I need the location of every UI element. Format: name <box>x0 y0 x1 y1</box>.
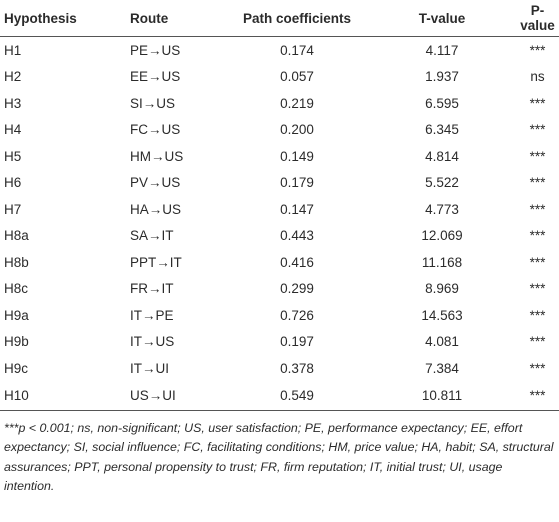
table-cell: H8a <box>4 228 29 244</box>
table-cell: H9c <box>4 360 29 376</box>
table-row: H1 PE→US 0.174 4.117 *** <box>0 37 559 64</box>
table-row: H4 FC→US 0.200 6.345 *** <box>0 117 559 144</box>
table-cell: 7.384 <box>425 360 459 376</box>
table-cell: 0.197 <box>280 334 314 350</box>
table-cell: IT→PE <box>130 307 174 323</box>
table-cell: HA→US <box>130 201 182 217</box>
table-cell: 0.378 <box>280 360 314 376</box>
footnote: ***p < 0.001; ns, non-significant; US, u… <box>4 420 554 494</box>
table-cell: 6.345 <box>425 122 459 138</box>
table-cell: 0.174 <box>280 42 314 58</box>
table-cell: H9b <box>4 334 29 350</box>
table-row: H9a IT→PE 0.726 14.563 *** <box>0 302 559 329</box>
table-cell: 0.200 <box>280 122 314 138</box>
table-cell: H2 <box>4 69 22 85</box>
table-cell: 0.726 <box>280 307 314 323</box>
table-cell: PE→US <box>130 42 181 58</box>
column-header: Hypothesis <box>0 0 130 37</box>
table-cell: H7 <box>4 201 22 217</box>
table-row: H9b IT→US 0.197 4.081 *** <box>0 329 559 356</box>
table-cell: ns <box>530 69 545 85</box>
table-row: H9c IT→UI 0.378 7.384 *** <box>0 355 559 382</box>
table-cell: *** <box>529 281 546 297</box>
table-cell: 0.299 <box>280 281 314 297</box>
table-cell: H6 <box>4 175 22 191</box>
table-cell: SA→IT <box>130 228 174 244</box>
table-header: Hypothesis Route Path coefficients T-value P… <box>0 0 559 37</box>
table-cell: *** <box>529 307 546 323</box>
table-cell: 0.549 <box>226 381 368 411</box>
table-cell: *** <box>529 254 546 270</box>
table-cell: H4 <box>4 122 22 138</box>
table-cell: 0.443 <box>280 228 314 244</box>
table-cell: 0.057 <box>280 69 314 85</box>
table-cell: IT→UI <box>130 360 169 376</box>
table-cell: 4.117 <box>425 42 459 58</box>
table-cell: *** <box>529 175 546 191</box>
table-cell: *** <box>529 334 546 350</box>
table-cell: HM→US <box>130 148 184 164</box>
table-cell: 11.168 <box>421 254 463 270</box>
table-row: H6 PV→US 0.179 5.522 *** <box>0 170 559 197</box>
table-row: H10 US→UI 0.549 10.811 *** <box>0 381 559 411</box>
table-cell: *** <box>529 360 546 376</box>
table-cell: 12.069 <box>421 228 463 244</box>
table-body: H1 PE→US 0.174 4.117 *** H2 EE→US 0.057 1.937 ns H… <box>0 37 559 411</box>
header-row: Hypothesis Route Path coefficients T-value P… <box>0 0 559 37</box>
table-cell: 10.811 <box>368 381 516 411</box>
table-cell: EE→US <box>130 69 181 85</box>
column-header: Route <box>130 0 226 37</box>
table-cell: *** <box>529 122 546 138</box>
table-cell: *** <box>529 95 546 111</box>
table-cell: H9a <box>4 307 29 323</box>
table-cell: 4.814 <box>425 148 459 164</box>
table-cell: 8.969 <box>425 281 459 297</box>
table-cell: PPT→IT <box>130 254 182 270</box>
table-cell: 4.081 <box>425 334 459 350</box>
table-row: H5 HM→US 0.149 4.814 *** <box>0 143 559 170</box>
table-row: H8c FR→IT 0.299 8.969 *** <box>0 276 559 303</box>
table-cell: *** <box>529 201 546 217</box>
table-cell: H8c <box>4 281 29 297</box>
table-cell: FC→US <box>130 122 181 138</box>
table-cell: US→UI <box>130 381 226 411</box>
table-row: H2 EE→US 0.057 1.937 ns <box>0 64 559 91</box>
table-cell: H10 <box>0 381 130 411</box>
table-cell: FR→IT <box>130 281 174 297</box>
table-cell: 0.179 <box>280 175 314 191</box>
column-header: P-value <box>516 0 559 37</box>
table-cell: H1 <box>4 42 22 58</box>
table-cell: 4.773 <box>425 201 459 217</box>
table-cell: *** <box>529 228 546 244</box>
table-cell: 14.563 <box>421 307 463 323</box>
table-cell: H5 <box>4 148 22 164</box>
table-cell: H8b <box>4 254 29 270</box>
table-cell: 0.149 <box>280 148 314 164</box>
table-cell: *** <box>529 148 546 164</box>
table-cell: *** <box>516 381 559 411</box>
table-cell: 6.595 <box>425 95 459 111</box>
table-cell: 5.522 <box>425 175 459 191</box>
table-cell: 1.937 <box>425 69 459 85</box>
table-cell: H3 <box>4 95 22 111</box>
column-header: T-value <box>368 0 516 37</box>
results-table: Hypothesis Route Path coefficients T-value P… <box>0 0 559 411</box>
table-cell: SI→US <box>130 95 176 111</box>
table-cell: IT→US <box>130 334 175 350</box>
table-row: H7 HA→US 0.147 4.773 *** <box>0 196 559 223</box>
table-cell: PV→US <box>130 175 181 191</box>
table-row: H8a SA→IT 0.443 12.069 *** <box>0 223 559 250</box>
table-row: H3 SI→US 0.219 6.595 *** <box>0 90 559 117</box>
table-cell: 0.416 <box>280 254 314 270</box>
table-cell: 0.219 <box>280 95 314 111</box>
table-row: H8b PPT→IT 0.416 11.168 *** <box>0 249 559 276</box>
table-cell: *** <box>529 42 546 58</box>
column-header: Path coefficients <box>226 0 368 37</box>
table-cell: 0.147 <box>280 201 314 217</box>
